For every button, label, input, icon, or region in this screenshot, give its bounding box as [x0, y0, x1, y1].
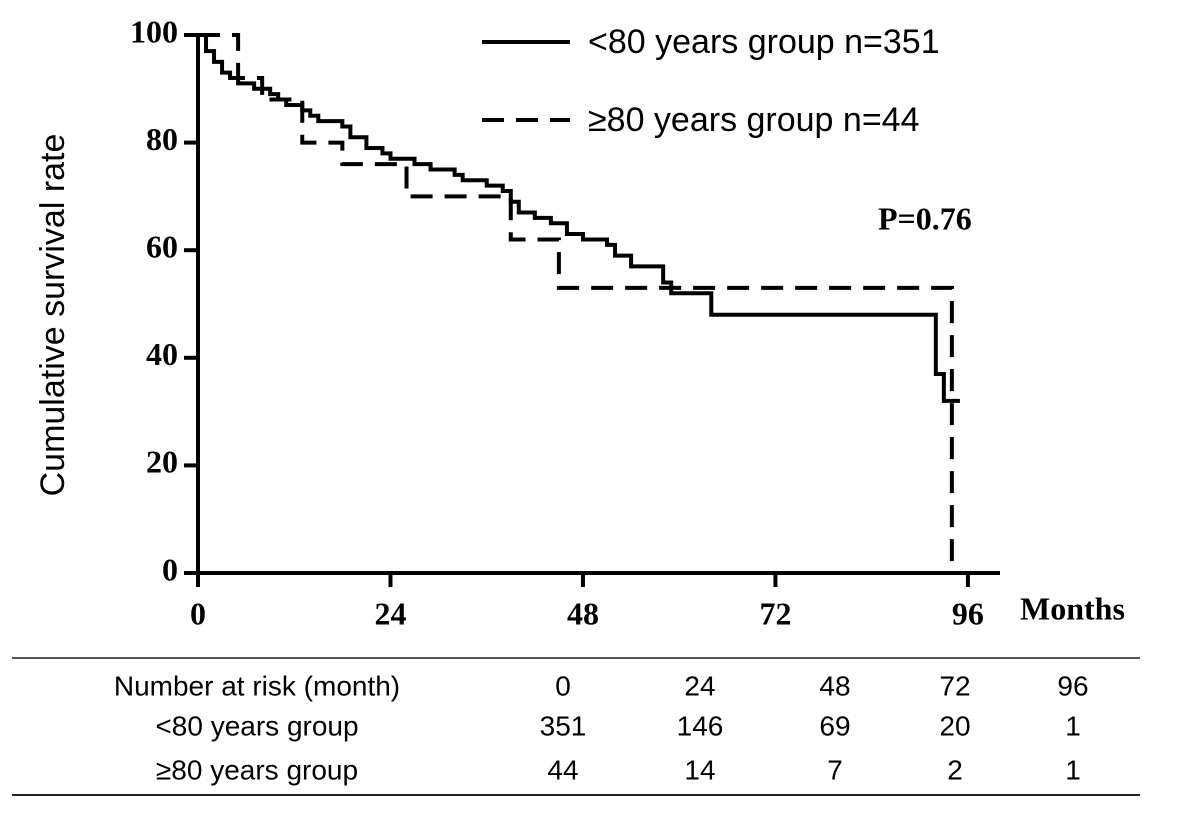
table-cell: 7	[827, 754, 843, 785]
survival-curve	[198, 33, 954, 573]
table-header: 96	[1057, 670, 1088, 701]
table-header: 0	[555, 670, 571, 701]
table-cell: <80 years group	[155, 710, 358, 741]
x-tick-label: 72	[759, 595, 791, 631]
legend-label: ≥80 years group n=44	[588, 101, 920, 139]
annotation: P=0.76	[878, 200, 972, 236]
table-cell: ≥80 years group	[156, 754, 358, 785]
table-cell: 146	[677, 710, 724, 741]
table-cell: 44	[547, 754, 578, 785]
y-axis-label: Cumulative survival rate	[34, 134, 72, 497]
table-cell: 20	[939, 710, 970, 741]
table-cell: 14	[684, 754, 715, 785]
y-tick-label: 60	[146, 229, 178, 265]
y-tick-label: 40	[146, 336, 178, 372]
table-header: Number at risk (month)	[114, 670, 400, 701]
x-tick-label: 96	[952, 595, 984, 631]
table-cell: 2	[947, 754, 963, 785]
table-cell: 351	[540, 710, 587, 741]
table-header: 24	[684, 670, 715, 701]
table-cell: 1	[1065, 754, 1081, 785]
y-tick-label: 0	[162, 551, 178, 587]
legend-label: <80 years group n=351	[588, 23, 940, 61]
x-tick-label: 48	[567, 595, 599, 631]
y-tick-label: 100	[130, 13, 178, 49]
table-cell: 69	[819, 710, 850, 741]
survival-curve	[198, 33, 960, 403]
y-tick-label: 20	[146, 444, 178, 480]
x-axis-label: Months	[1020, 590, 1125, 626]
table-header: 72	[939, 670, 970, 701]
x-tick-label: 0	[190, 595, 206, 631]
x-tick-label: 24	[374, 595, 406, 631]
table-header: 48	[819, 670, 850, 701]
table-cell: 1	[1065, 710, 1081, 741]
y-tick-label: 80	[146, 121, 178, 157]
